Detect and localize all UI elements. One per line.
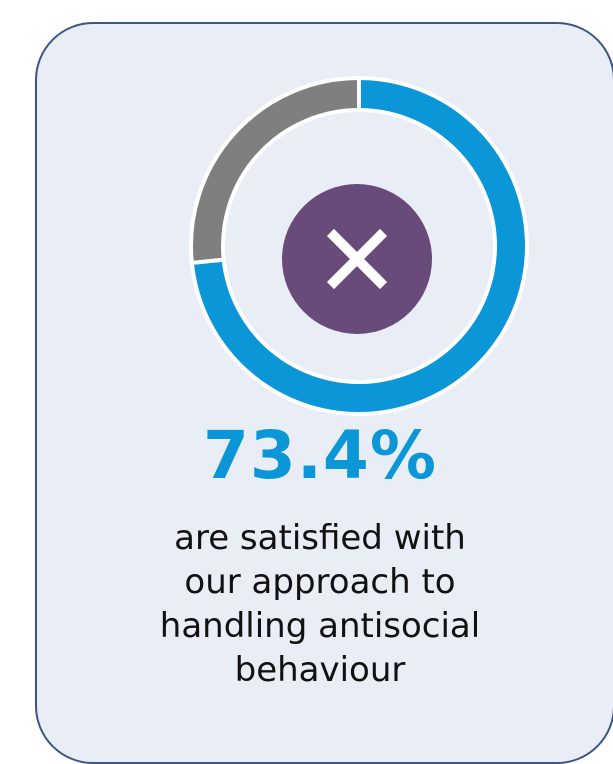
center-badge: [282, 184, 432, 334]
caption-line: handling antisocial: [159, 606, 481, 646]
close-icon: [326, 228, 388, 290]
donut-svg: [189, 75, 529, 416]
caption-line: are satisfied with: [174, 518, 466, 558]
donut-slice-satisfied: [189, 75, 529, 416]
caption-line: behaviour: [234, 650, 406, 690]
caption-line: our approach to: [184, 562, 456, 602]
donut-slice-remainder: [189, 75, 361, 266]
stat-caption: are satisfied with our approach to handl…: [0, 516, 613, 692]
stat-value: 73.4%: [203, 417, 437, 494]
stat-card: [35, 22, 613, 764]
donut-chart: [187, 74, 531, 418]
